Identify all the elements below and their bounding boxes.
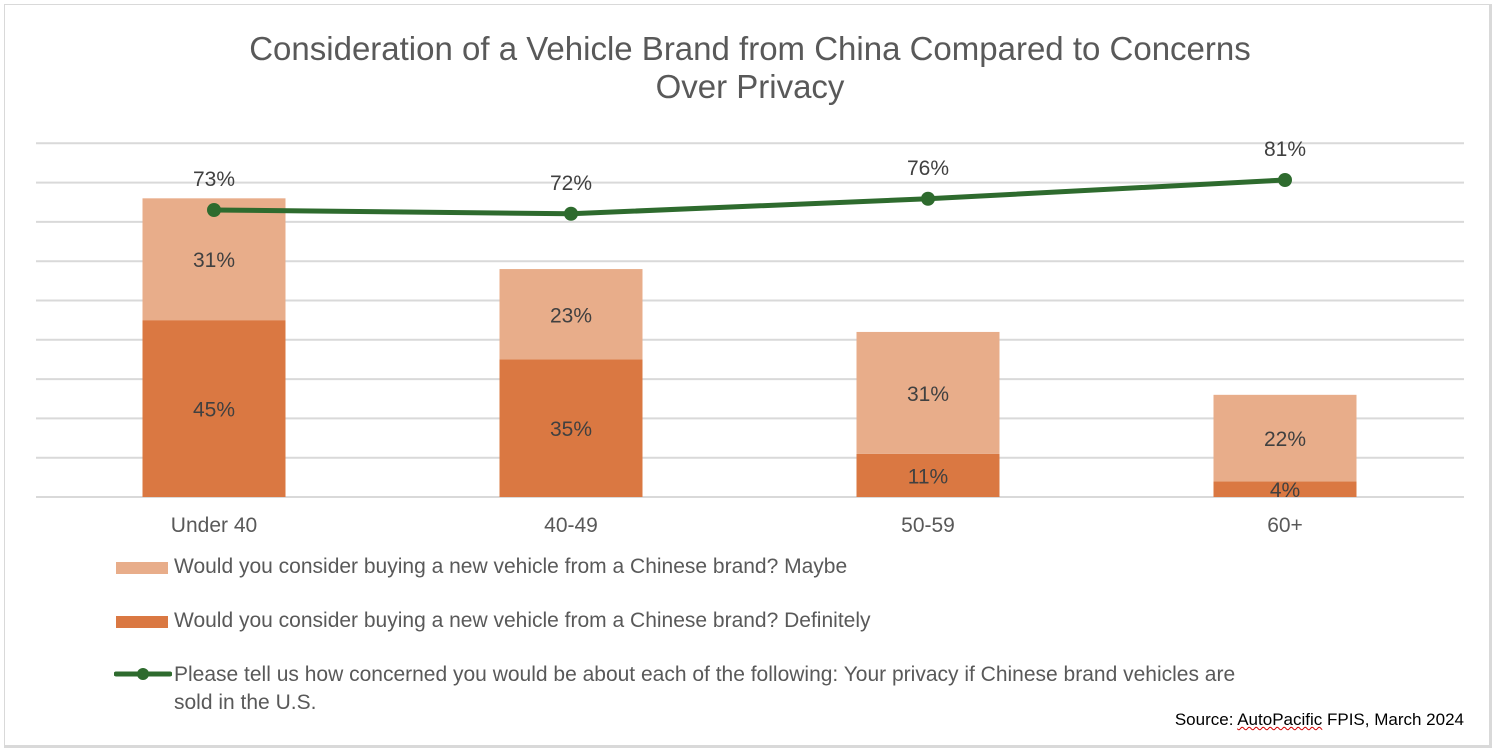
- chart-title-line2: Over Privacy: [655, 68, 845, 105]
- bar-definitely: [1213, 481, 1357, 497]
- privacy-marker: [1278, 173, 1292, 187]
- bar-definitely: [142, 320, 286, 497]
- legend-label-definitely: Would you consider buying a new vehicle …: [174, 609, 871, 632]
- bar-label-maybe: 31%: [907, 383, 949, 406]
- source-note: Source: AutoPacific FPIS, March 2024: [1175, 710, 1464, 730]
- source-brand: AutoPacific: [1237, 710, 1323, 729]
- bar-definitely: [856, 453, 1000, 497]
- privacy-marker: [921, 191, 935, 206]
- legend-label-privacy-line1: Please tell us how concerned you would b…: [174, 663, 1236, 686]
- bar-label-definitely: 11%: [908, 465, 948, 488]
- category-label: 40-49: [544, 514, 598, 537]
- category-label: 60+: [1267, 514, 1303, 537]
- category-label: 50-59: [901, 514, 955, 537]
- line-label: 73%: [193, 168, 235, 191]
- bar-label-maybe: 31%: [193, 249, 235, 272]
- bar-maybe: [1213, 394, 1357, 482]
- bar-label-maybe: 23%: [550, 304, 592, 327]
- bar-maybe: [856, 331, 1000, 454]
- privacy-marker: [207, 203, 221, 217]
- bar-definitely: [499, 359, 643, 497]
- legend-label-maybe: Would you consider buying a new vehicle …: [174, 555, 848, 578]
- legend-line-marker-icon: [114, 668, 172, 680]
- legend-label-privacy-line2: sold in the U.S.: [174, 691, 317, 714]
- legend-label-privacy: Please tell us how concerned you would b…: [174, 661, 1235, 717]
- bar-maybe: [499, 269, 643, 360]
- legend-swatch-definitely: [116, 616, 168, 628]
- chart-title: Consideration of a Vehicle Brand from Ch…: [0, 30, 1500, 106]
- bar-label-definitely: 35%: [550, 418, 592, 441]
- bar-maybe: [142, 198, 286, 321]
- source-suffix: FPIS, March 2024: [1322, 710, 1464, 729]
- privacy-line: [213, 177, 1286, 217]
- line-label: 81%: [1264, 138, 1306, 161]
- category-label: Under 40: [171, 514, 257, 537]
- source-prefix: Source:: [1174, 710, 1238, 729]
- privacy-marker: [564, 206, 578, 221]
- bar-label-definitely: 45%: [193, 399, 235, 422]
- legend-swatch-maybe: [116, 562, 168, 574]
- bar-label-maybe: 22%: [1264, 428, 1306, 451]
- line-label: 72%: [550, 172, 592, 195]
- line-label: 76%: [907, 157, 949, 180]
- bar-label-definitely: 4%: [1270, 479, 1300, 502]
- chart-title-line1: Consideration of a Vehicle Brand from Ch…: [249, 30, 1251, 67]
